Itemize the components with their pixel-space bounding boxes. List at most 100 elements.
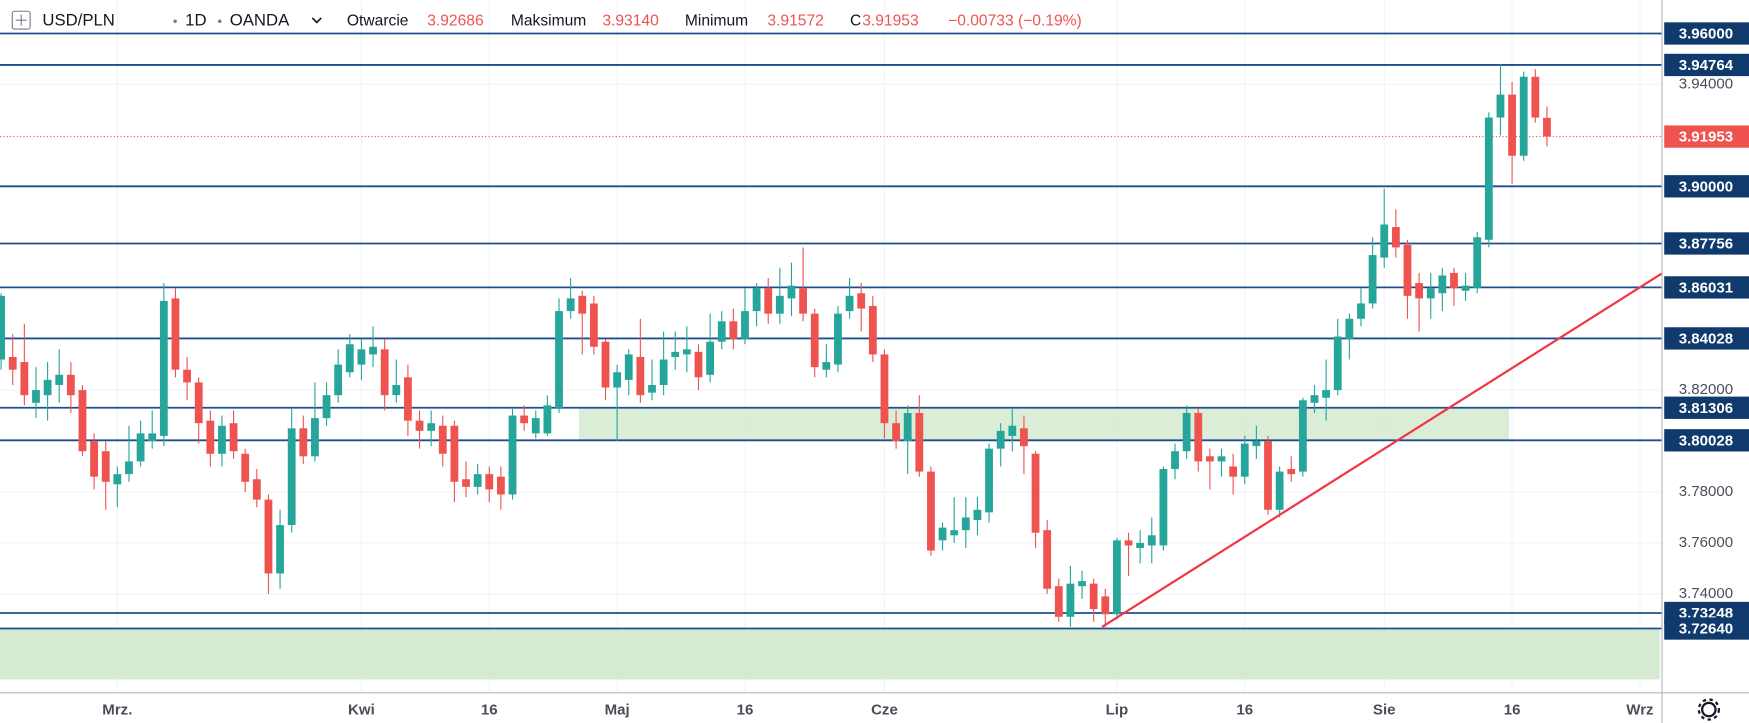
candle-body [1519,76,1528,156]
y-tick-label: 3.74000 [1679,585,1733,602]
candle-body [601,341,610,388]
header: USD/PLN 1D OANDA Otwarcie 3.92686 Maksim… [11,10,1082,30]
candle-body [961,517,970,531]
source[interactable]: OANDA [230,11,290,30]
candle-body [1171,451,1179,470]
candle-body [252,479,261,500]
low-label: Minimum [685,12,748,29]
x-tick-label: Lip [1106,702,1129,719]
level-label-box [1664,617,1749,640]
open-value: 3.92686 [427,12,483,29]
candle-body [775,295,784,314]
y-tick-label: 3.94000 [1679,75,1733,92]
candle-body [0,295,6,360]
y-tick-label: 3.82000 [1679,381,1733,398]
candle-body [218,425,226,454]
candle-body [369,346,377,355]
candle-body [1147,535,1156,546]
candle-body [462,479,470,487]
candle-body [311,418,319,457]
candle-body [555,311,563,408]
candle-body [1415,283,1424,299]
candle-body [624,354,633,380]
candle-body [1345,318,1354,340]
x-tick-label: 16 [1504,702,1521,719]
separator [217,19,222,24]
candle-body [229,423,238,452]
x-tick-label: 16 [481,702,498,719]
candle-body [334,364,343,396]
candle-body [206,420,215,454]
candle-body [985,448,993,513]
candle-body [1368,255,1377,304]
candle-body [404,377,412,421]
candle-body [764,288,773,314]
candle-body [1543,117,1551,137]
candle-body [1380,224,1389,258]
level-label: 3.86031 [1679,279,1733,296]
candle-body [1450,272,1458,289]
chevron[interactable] [311,17,322,24]
candle-body [1124,540,1133,546]
candle-body [1287,469,1296,475]
candle-body [1496,94,1505,118]
candle-body [496,476,505,495]
candle-body [1078,581,1086,587]
candle-body [276,525,284,574]
level-label: 3.94764 [1679,57,1734,74]
candle-body [1182,413,1191,452]
candle-body [241,453,250,482]
x-tick-label: 16 [737,702,754,719]
candle-body [520,415,529,424]
candle-body [1264,441,1272,510]
last-price-label: 3.91953 [1679,129,1733,146]
candle-body [136,433,145,462]
candle-body [892,423,900,442]
settings-icon[interactable] [1697,698,1720,721]
x-tick-label: Wrz [1626,702,1653,719]
candle-body [1194,413,1203,462]
interval[interactable]: 1D [185,11,206,30]
candle-body [66,374,75,396]
candle-body [264,499,273,574]
level-label: 3.87756 [1679,236,1733,253]
candle-body [125,461,133,475]
candle-body [636,356,645,396]
candle-body [810,313,819,368]
x-tick-label: Sie [1373,702,1396,719]
candle-body [113,474,122,485]
candle-body [1008,425,1017,436]
candle-body [1426,288,1435,299]
candle-body [1473,237,1482,289]
candle-body [706,341,715,375]
candle-body [1043,530,1052,589]
candle-body [1229,466,1238,477]
candle-body [531,418,540,434]
high-label: Maksimum [511,12,586,29]
x-tick-label: Maj [605,702,630,719]
last-price-box [1664,125,1749,148]
candle-body [613,372,622,388]
high-value: 3.93140 [602,12,659,29]
symbol[interactable]: USD/PLN [42,11,114,30]
level-label: 3.96000 [1679,26,1733,43]
plot-area [0,32,1662,630]
candle-body [508,415,517,495]
candle-body [427,423,436,431]
candle-body [1298,400,1307,472]
candle-body [1020,428,1028,447]
candle-body [171,298,180,370]
candle-body [438,425,447,454]
candle-body [90,441,99,477]
level-label-box [1664,22,1749,45]
candle-body [55,374,64,385]
candle-body [1031,453,1040,533]
close-value: 3.91953 [862,12,918,29]
x-tick-label: Cze [871,702,898,719]
candle-body [787,285,796,299]
candle-body [880,354,889,424]
candle-body [1066,583,1075,617]
level-label-box [1664,429,1749,452]
